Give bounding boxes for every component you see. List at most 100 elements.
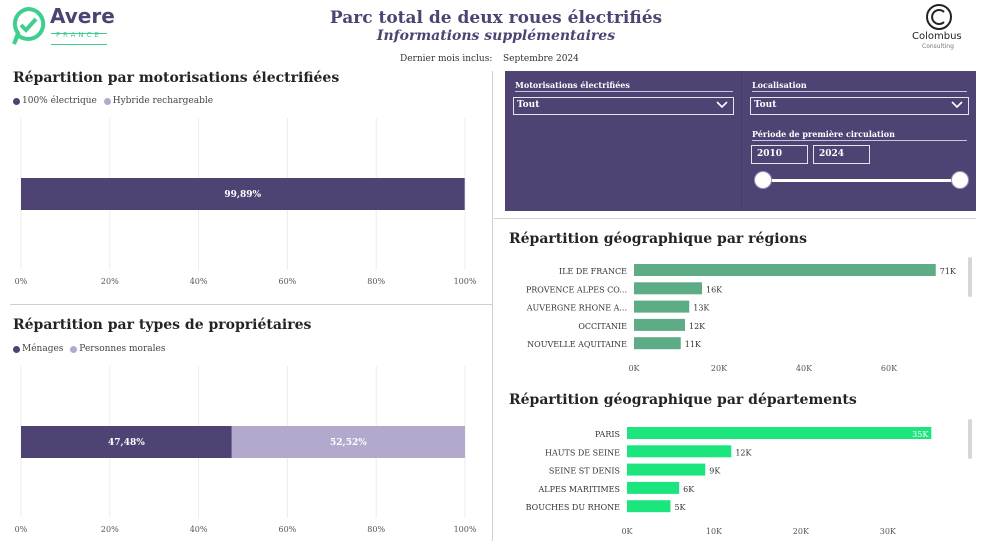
x-tick-label: 100%: [454, 525, 477, 534]
x-tick-label: 30K: [880, 527, 897, 536]
bar: [634, 300, 690, 313]
period-filter-label: Période de première circulation: [752, 129, 895, 139]
data-label: 12K: [735, 448, 752, 457]
data-label: 16K: [706, 285, 723, 294]
x-tick-label: 0%: [15, 525, 28, 534]
category-label: BOUCHES DU RHONE: [526, 503, 621, 512]
proprietaires-title: Répartition par types de propriétaires: [13, 317, 312, 333]
legend-item[interactable]: 100% électrique: [22, 96, 97, 106]
legend-item[interactable]: Personnes morales: [79, 344, 166, 354]
period-slider-start-handle[interactable]: [754, 171, 772, 189]
departements-title: Répartition géographique par département…: [509, 392, 857, 408]
legend-dot: [13, 345, 20, 353]
filter-panel: [505, 71, 976, 211]
bar: [627, 427, 932, 439]
departements-scrollbar[interactable]: [968, 419, 972, 459]
divider-left: [10, 304, 492, 305]
logo-rule: [51, 33, 107, 34]
proprietaires-chart: 0% 20% 40% 60% 80% 100% 47,48% 52,52%: [15, 366, 477, 534]
category-label: PROVENCE ALPES CO...: [526, 285, 627, 294]
x-tick-label: 0%: [15, 277, 28, 286]
period-start-input[interactable]: 2010: [751, 145, 808, 164]
bar-segment: [21, 426, 232, 458]
logo-rule: [51, 44, 107, 45]
bar: [634, 282, 702, 295]
category-label: ALPES MARITIMES: [538, 485, 621, 494]
x-tick-label: 60K: [881, 364, 898, 373]
motorisation-dropdown-value: Tout: [517, 100, 540, 110]
page-title: Parc total de deux roues électrifiés: [329, 8, 663, 28]
avere-logo: [10, 6, 110, 48]
bar: [627, 500, 671, 513]
avere-logo-subtext: FRANCE: [56, 31, 102, 39]
motorisations-chart: 0% 20% 40% 60% 80% 100% 99,89%: [15, 118, 477, 286]
x-tick-label: 20%: [101, 525, 119, 534]
period-end-input[interactable]: 2024: [813, 145, 870, 164]
avere-logo-text: Avere: [50, 4, 115, 28]
bar: [627, 445, 732, 458]
data-label: 5K: [674, 503, 686, 512]
regions-scrollbar[interactable]: [968, 257, 972, 297]
legend-item[interactable]: Hybride rechargeable: [112, 96, 214, 106]
bar: [634, 318, 685, 331]
divider-right: [494, 218, 976, 219]
category-label: AUVERGNE RHONE A...: [526, 304, 627, 313]
data-label: 35K: [912, 430, 929, 439]
x-tick-label: 60%: [279, 525, 297, 534]
motorisations-legend: 100% électrique Hybride rechargeable: [13, 96, 217, 107]
x-tick-label: 60%: [279, 277, 297, 286]
data-label: 6K: [683, 485, 695, 494]
bar-segment: [464, 178, 466, 210]
localisation-dropdown[interactable]: Tout: [750, 97, 969, 115]
x-tick-label: 0K: [628, 364, 640, 373]
filter-rule: [515, 91, 733, 92]
bar: [627, 463, 706, 476]
x-tick-label: 0K: [621, 527, 633, 536]
x-tick-label: 40%: [190, 277, 208, 286]
filter-separator: [741, 71, 742, 211]
legend-dot: [103, 97, 111, 105]
period-slider-end-handle[interactable]: [951, 171, 969, 189]
bar: [627, 481, 680, 494]
category-label: SEINE ST DENIS: [549, 467, 620, 476]
x-tick-label: 20K: [793, 527, 810, 536]
filter-rule: [752, 91, 967, 92]
motorisation-dropdown[interactable]: Tout: [513, 97, 734, 115]
avere-logo-icon: [12, 6, 46, 45]
bar-segment: [231, 426, 465, 458]
category-label: HAUTS DE SEINE: [545, 448, 620, 457]
colombus-logo-icon: [926, 4, 952, 30]
data-label: 99,89%: [224, 190, 261, 200]
divider-vertical: [492, 71, 493, 541]
data-label: 71K: [940, 267, 957, 276]
localisation-filter-label: Localisation: [752, 80, 807, 90]
chevron-down-icon: [716, 101, 728, 109]
data-label: 9K: [709, 467, 721, 476]
data-label: 12K: [689, 322, 706, 331]
legend-item[interactable]: Ménages: [22, 344, 64, 354]
motorisations-title: Répartition par motorisations électrifié…: [13, 70, 340, 86]
period-slider-track[interactable]: [763, 179, 961, 182]
last-month-value: Septembre 2024: [503, 54, 579, 64]
category-label: OCCITANIE: [578, 322, 627, 331]
regions-chart: ILE DE FRANCE 71K PROVENCE ALPES CO... 16K A…: [526, 264, 957, 373]
data-label: 52,52%: [330, 438, 367, 448]
x-tick-label: 40K: [796, 364, 813, 373]
bar: [634, 264, 936, 276]
colombus-logo-text: Colombus: [912, 31, 962, 42]
filter-rule: [752, 140, 967, 141]
x-tick-label: 80%: [367, 277, 385, 286]
bar: [634, 337, 681, 350]
category-label: ILE DE FRANCE: [559, 267, 627, 276]
data-label: 47,48%: [108, 438, 145, 448]
last-month-label: Dernier mois inclus:: [400, 54, 493, 64]
page-subtitle: Informations supplémentaires: [376, 28, 616, 44]
regions-title: Répartition géographique par régions: [509, 231, 807, 247]
legend-dot: [13, 97, 20, 105]
x-tick-label: 20K: [711, 364, 728, 373]
localisation-dropdown-value: Tout: [754, 100, 777, 110]
colombus-logo-subtext: Consulting: [922, 43, 954, 50]
category-label: NOUVELLE AQUITAINE: [527, 340, 627, 349]
data-label: 13K: [693, 304, 710, 313]
motorisation-filter-label: Motorisations électrifiées: [515, 80, 630, 90]
